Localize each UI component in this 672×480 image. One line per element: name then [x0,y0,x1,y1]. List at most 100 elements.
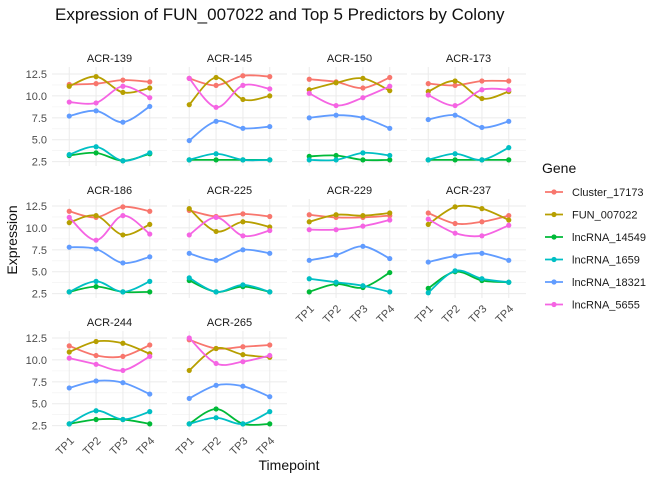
data-point [120,83,126,89]
series-line [69,379,151,395]
legend-label: lncRNA_5655 [572,300,640,312]
series-line [309,277,390,293]
data-point [240,96,246,103]
data-point [360,115,366,121]
series-lncRNA_1659 [425,145,512,163]
data-point [147,254,153,260]
data-point [452,102,458,109]
series-Cluster_17173 [66,204,153,220]
x-tick-label: TP4 [494,303,517,326]
data-point [333,157,339,163]
data-point [306,212,312,218]
data-point [360,243,366,249]
data-point [93,100,99,106]
data-point [186,75,192,81]
panel-strip-label: ACR-150 [327,53,372,65]
data-point [147,342,153,348]
series-line [68,214,151,236]
series-line [188,74,270,87]
data-point [360,283,366,289]
data-point [333,227,339,233]
series-line [308,271,391,293]
legend-label: lncRNA_18321 [572,277,646,289]
data-point [479,157,485,163]
series-line [68,339,151,355]
data-point [66,349,72,355]
data-point [452,78,458,84]
x-tick-label: TP1 [174,435,197,458]
data-point [147,150,153,156]
x-tick-label: TP1 [413,303,436,326]
data-point [506,157,512,163]
data-point [120,340,126,346]
series-line [188,120,270,142]
data-point [360,150,366,156]
y-tick-label: 10.0 [26,223,47,235]
data-point [306,227,312,233]
chart-title: Expression of FUN_007022 and Top 5 Predi… [55,5,505,24]
series-line [69,246,150,265]
legend-entry-lncRNA_14549: lncRNA_14549 [545,232,646,244]
data-point [452,230,458,236]
data-point [120,89,126,96]
data-point [425,285,431,291]
legend-label: FUN_007022 [572,210,637,222]
series-line [427,218,510,238]
legend-entry-lncRNA_18321: lncRNA_18321 [545,277,646,289]
data-point [147,95,153,101]
x-tick-label: TP4 [135,435,158,458]
series-line [428,146,510,161]
series-line [68,280,151,293]
panel-strip-label: ACR-173 [446,53,491,65]
panel-ACR-173: ACR-173 [411,53,526,166]
data-point [120,77,126,83]
data-point [240,383,246,389]
data-point [213,406,219,412]
series-line [68,409,151,425]
data-point [479,250,485,256]
data-point [186,137,192,144]
data-point [120,158,126,164]
data-point [66,289,72,295]
data-point [387,74,393,81]
data-point [333,279,339,285]
panel-ACR-237: ACR-237 TP1 TP2 TP3 TP4 [411,185,526,326]
data-point [93,352,99,359]
data-point [240,233,246,239]
panel-ACR-225: ACR-225 [172,185,287,298]
data-point [506,78,512,84]
data-point [425,216,431,222]
series-lncRNA_1659 [66,144,153,164]
series-lncRNA_1659 [66,408,153,427]
data-point [213,157,219,163]
data-point [506,217,512,223]
data-point [240,73,246,79]
data-point [213,82,219,88]
data-point [506,257,512,263]
y-tick-label: 12.5 [26,201,47,213]
data-point [213,345,219,352]
data-point [267,289,273,295]
panel-ACR-150: ACR-150 [292,53,407,166]
series-lncRNA_18321 [425,250,512,265]
series-line [427,204,510,226]
data-point [240,421,246,427]
data-point [387,157,393,163]
legend-key-point [551,279,557,285]
series-lncRNA_5655 [306,217,393,233]
data-point [93,150,99,156]
panel-strip-label: ACR-145 [207,53,252,65]
data-point [93,144,99,150]
data-point [213,74,219,81]
data-point [333,252,339,258]
series-line [69,285,150,294]
data-point [147,289,153,295]
series-lncRNA_1659 [306,150,393,163]
series-FUN_007022 [186,206,273,235]
legend-key-point [551,256,557,263]
series-lncRNA_18321 [306,243,393,263]
x-tick-label: TP4 [375,303,398,326]
series-line [427,212,509,225]
data-point [93,246,99,252]
series-line [68,214,151,242]
